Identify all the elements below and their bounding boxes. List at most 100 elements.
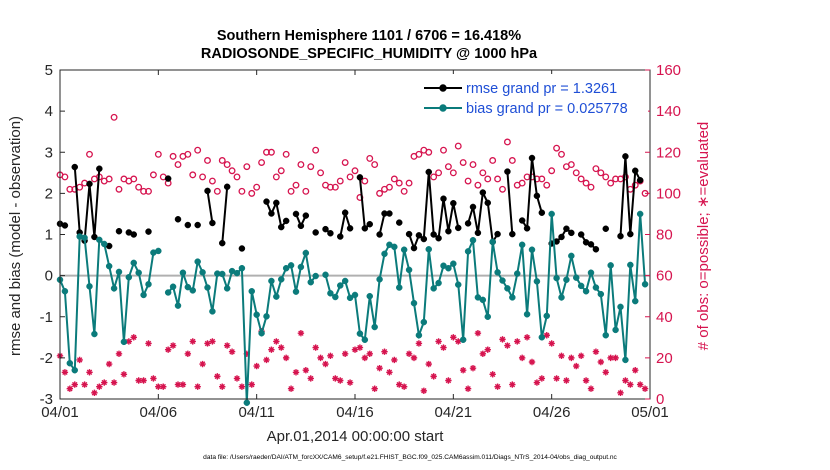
obs-evaluated-marker xyxy=(292,369,300,376)
x-axis: 04/01 04/06 04/11 04/16 04/21 04/26 05/01 xyxy=(41,70,669,421)
obs-evaluated-marker xyxy=(548,340,555,347)
obs-possible-marker xyxy=(312,146,320,154)
rmse-point xyxy=(415,232,423,239)
obs-evaluated-marker xyxy=(553,375,560,382)
obs-possible-marker xyxy=(612,175,620,183)
rmse-point xyxy=(494,230,501,238)
obs-evaluated-marker xyxy=(464,385,472,392)
bias-point xyxy=(420,318,428,326)
rmse-point xyxy=(558,233,565,241)
obs-evaluated-marker xyxy=(81,381,88,388)
obs-evaluated-marker xyxy=(76,356,83,364)
rmse-point xyxy=(91,233,98,241)
bias-point xyxy=(130,259,137,267)
bias-point xyxy=(573,274,580,281)
bias-point xyxy=(307,278,314,286)
obs-possible-marker xyxy=(464,177,472,185)
bias-point xyxy=(278,276,285,283)
obs-evaluated-marker xyxy=(327,352,334,360)
obs-possible-marker xyxy=(66,185,74,193)
obs-evaluated-marker xyxy=(351,346,359,353)
bias-point xyxy=(86,283,93,290)
y-right-tick-label: 100 xyxy=(656,185,681,202)
obs-possible-marker xyxy=(558,150,565,158)
bias-point xyxy=(105,262,113,270)
obs-evaluated-series xyxy=(56,327,649,397)
rmse-point xyxy=(282,217,290,225)
obs-evaluated-marker xyxy=(312,344,319,351)
rmse-point xyxy=(445,227,452,235)
bias-point xyxy=(509,294,516,301)
obs-evaluated-marker xyxy=(489,371,496,378)
bias-point xyxy=(223,285,231,292)
obs-possible-marker xyxy=(621,173,629,181)
obs-evaluated-marker xyxy=(484,346,491,353)
obs-evaluated-marker xyxy=(238,383,246,390)
rmse-point xyxy=(396,219,403,226)
bias-point xyxy=(115,268,123,276)
obs-evaluated-marker xyxy=(150,375,157,382)
y-right-tick-label: 20 xyxy=(656,350,673,367)
bias-point xyxy=(184,283,192,291)
obs-evaluated-marker xyxy=(607,354,614,362)
y-left-tick-label: -1 xyxy=(40,309,53,326)
obs-evaluated-marker xyxy=(125,338,133,345)
obs-evaluated-marker xyxy=(278,344,285,351)
bias-point xyxy=(632,297,639,305)
obs-evaluated-marker xyxy=(597,358,605,366)
obs-evaluated-marker xyxy=(528,358,536,366)
obs-evaluated-marker xyxy=(130,334,137,341)
obs-evaluated-marker xyxy=(101,379,108,386)
bias-point xyxy=(528,246,536,253)
bias-point xyxy=(543,312,550,320)
bias-point xyxy=(597,290,605,298)
rmse-point xyxy=(204,187,211,195)
rmse-point xyxy=(130,231,137,238)
obs-evaluated-marker xyxy=(253,362,260,370)
obs-possible-marker xyxy=(361,177,369,185)
obs-evaluated-marker xyxy=(425,360,432,368)
y-right-tick-label: 160 xyxy=(656,62,681,79)
obs-evaluated-marker xyxy=(381,348,388,355)
rmse-point xyxy=(61,222,69,229)
obs-possible-marker xyxy=(425,148,433,156)
obs-evaluated-marker xyxy=(86,369,93,376)
bias-point xyxy=(233,269,241,277)
bias-point xyxy=(140,291,147,299)
obs-evaluated-marker xyxy=(587,385,595,392)
bias-point xyxy=(587,269,595,276)
obs-evaluated-marker xyxy=(602,369,609,376)
obs-possible-marker xyxy=(390,175,398,183)
bias-point xyxy=(450,260,457,267)
bias-point xyxy=(636,210,644,218)
rmse-point xyxy=(479,189,487,196)
obs-evaluated-marker xyxy=(376,364,383,372)
obs-possible-marker xyxy=(194,146,202,154)
obs-evaluated-marker xyxy=(233,375,241,382)
x-tick-label: 05/01 xyxy=(631,404,669,421)
obs-possible-marker xyxy=(538,175,546,183)
obs-evaluated-marker xyxy=(459,367,467,374)
rmse-point xyxy=(268,210,275,217)
obs-possible-marker xyxy=(135,183,143,191)
obs-evaluated-marker xyxy=(91,389,98,397)
obs-possible-marker xyxy=(602,173,610,181)
obs-evaluated-marker xyxy=(273,338,280,345)
bias-point xyxy=(430,285,437,292)
x-tick-label: 04/01 xyxy=(41,404,79,421)
rmse-point xyxy=(194,221,201,229)
obs-evaluated-marker xyxy=(577,352,585,360)
rmse-point xyxy=(425,168,432,176)
obs-possible-marker xyxy=(371,161,379,169)
obs-possible-marker xyxy=(548,167,556,175)
obs-evaluated-marker xyxy=(110,379,118,386)
legend-bias-marker xyxy=(439,104,447,112)
bias-point xyxy=(155,247,162,255)
bias-point xyxy=(81,234,88,242)
obs-possible-marker xyxy=(440,146,447,154)
bias-point xyxy=(110,285,118,292)
bias-point xyxy=(248,288,255,295)
bias-point xyxy=(351,291,359,299)
bias-point xyxy=(464,248,472,255)
legend-rmse-marker xyxy=(439,84,447,92)
